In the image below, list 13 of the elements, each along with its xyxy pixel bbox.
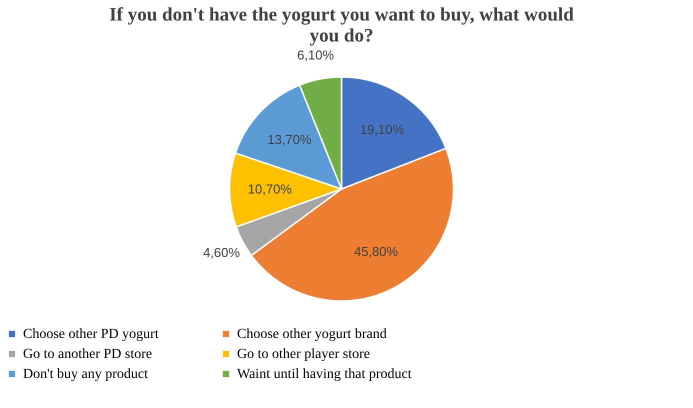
data-label: 13,70% xyxy=(267,132,312,147)
data-label: 19,10% xyxy=(360,122,404,137)
chart-title: If you don't have the yogurt you want to buy, what would you do? xyxy=(109,4,574,46)
data-label: 45,80% xyxy=(354,244,399,259)
data-label: 6,10% xyxy=(297,47,334,62)
legend-label: Go to another PD store xyxy=(23,347,152,362)
legend-label: Waint until having that product xyxy=(237,367,412,382)
legend-label: Don't buy any product xyxy=(23,367,148,382)
data-label: 4,60% xyxy=(203,245,240,260)
legend-label: Choose other yogurt brand xyxy=(237,327,387,342)
legend-label: Go to other player store xyxy=(237,347,370,362)
data-label: 10,70% xyxy=(248,182,292,197)
legend-label: Choose other PD yogurt xyxy=(23,327,159,342)
